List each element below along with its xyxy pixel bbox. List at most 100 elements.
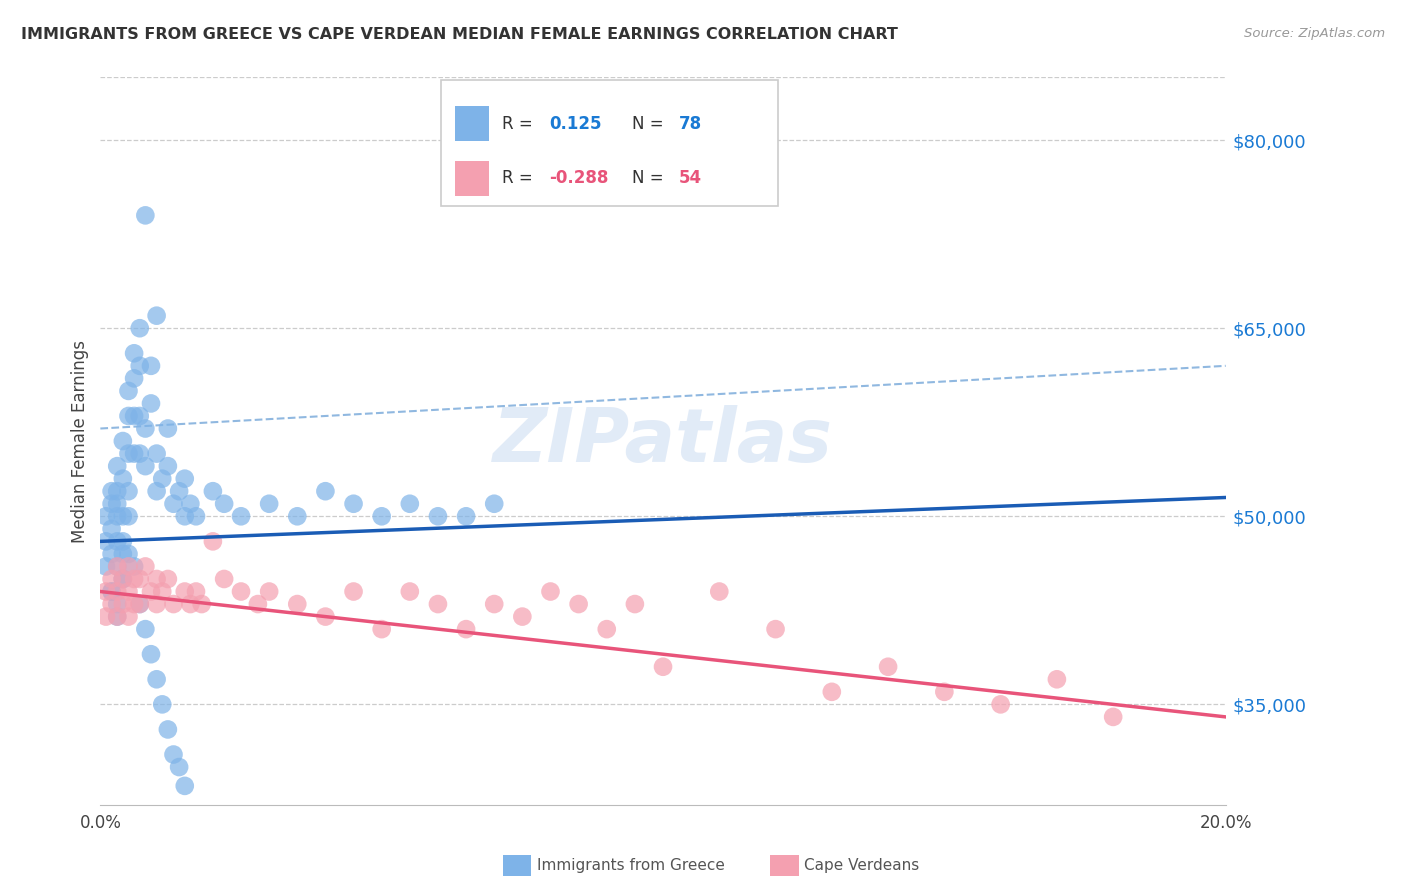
Point (624, 597, 647, 611)
Point (454, 509, 477, 524)
Point (100, 584, 122, 599)
Point (342, 584, 364, 599)
Point (134, 208, 156, 222)
Point (156, 459, 179, 474)
Point (184, 509, 207, 524)
Point (117, 384, 139, 398)
Point (314, 609, 336, 624)
Point (105, 484, 128, 499)
Point (111, 572, 134, 586)
Text: 0.125: 0.125 (550, 115, 602, 133)
Text: R =: R = (502, 169, 533, 187)
Point (111, 472, 134, 486)
Point (105, 584, 128, 599)
Point (257, 497, 280, 511)
Point (145, 673, 167, 687)
Point (229, 509, 252, 524)
Point (122, 346, 145, 360)
Text: R =: R = (502, 115, 533, 133)
Point (145, 484, 167, 499)
Point (150, 584, 173, 599)
Point (145, 597, 167, 611)
Point (94, 559, 117, 574)
Point (484, 497, 506, 511)
Text: ZIPatlas: ZIPatlas (494, 405, 832, 477)
Point (156, 723, 179, 737)
Point (285, 509, 308, 524)
Point (201, 484, 224, 499)
Point (105, 609, 128, 624)
Point (398, 584, 420, 599)
Point (111, 572, 134, 586)
Point (100, 522, 122, 536)
Point (111, 597, 134, 611)
Point (167, 484, 190, 499)
Point (100, 572, 122, 586)
Text: Immigrants from Greece: Immigrants from Greece (537, 858, 725, 872)
Point (212, 572, 235, 586)
Point (229, 584, 252, 599)
Point (105, 559, 128, 574)
Point (398, 497, 420, 511)
Text: N =: N = (631, 115, 664, 133)
Point (100, 484, 122, 499)
Point (117, 584, 139, 599)
Point (173, 509, 195, 524)
Point (100, 597, 122, 611)
Point (139, 396, 162, 410)
Point (173, 779, 195, 793)
Point (314, 484, 336, 499)
Point (117, 547, 139, 561)
Point (990, 698, 1012, 712)
Point (370, 622, 392, 636)
Point (568, 597, 591, 611)
Point (117, 447, 139, 461)
Point (145, 309, 167, 323)
Point (139, 584, 162, 599)
Point (426, 509, 449, 524)
Point (877, 659, 900, 673)
Text: IMMIGRANTS FROM GREECE VS CAPE VERDEAN MEDIAN FEMALE EARNINGS CORRELATION CHART: IMMIGRANTS FROM GREECE VS CAPE VERDEAN M… (21, 27, 898, 42)
Text: N =: N = (631, 169, 664, 187)
Point (105, 497, 128, 511)
Point (94, 609, 117, 624)
Point (162, 597, 184, 611)
Point (370, 509, 392, 524)
Point (111, 572, 134, 586)
Point (128, 597, 150, 611)
Point (100, 547, 122, 561)
Point (105, 609, 128, 624)
Point (201, 534, 224, 549)
Point (117, 559, 139, 574)
Point (512, 609, 534, 624)
FancyBboxPatch shape (454, 161, 489, 196)
Point (122, 371, 145, 385)
Point (540, 584, 562, 599)
Point (246, 597, 269, 611)
Point (454, 622, 477, 636)
Point (94, 584, 117, 599)
Point (122, 409, 145, 423)
Point (100, 584, 122, 599)
Point (105, 509, 128, 524)
Point (94, 534, 117, 549)
Point (162, 497, 184, 511)
Point (117, 609, 139, 624)
Point (934, 685, 956, 699)
Point (134, 559, 156, 574)
Point (179, 597, 201, 611)
Point (128, 447, 150, 461)
Text: Source: ZipAtlas.com: Source: ZipAtlas.com (1244, 27, 1385, 40)
Point (145, 447, 167, 461)
Point (111, 547, 134, 561)
Text: -0.288: -0.288 (550, 169, 609, 187)
Point (596, 622, 619, 636)
Point (100, 497, 122, 511)
Point (190, 597, 212, 611)
Point (111, 434, 134, 448)
Point (179, 497, 201, 511)
Text: 54: 54 (679, 169, 702, 187)
Point (134, 622, 156, 636)
Point (156, 421, 179, 435)
Point (139, 359, 162, 373)
